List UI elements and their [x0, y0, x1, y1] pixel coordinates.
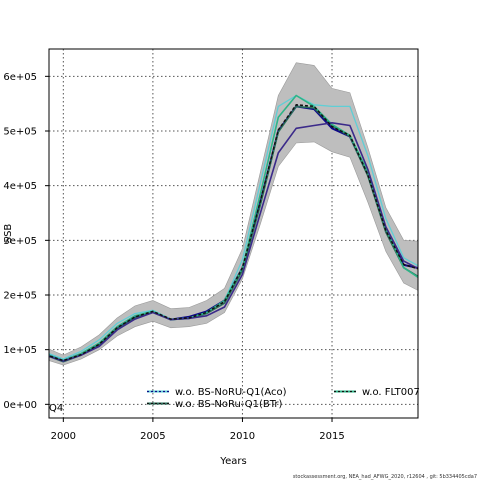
legend: Q4 w.o. BS-NoRU-Q1(Aco)w.o. BS-NoRu-Q1(BT… — [49, 387, 420, 414]
plot-frame — [48, 48, 419, 419]
y-tick-label: 4e+05 — [3, 181, 37, 192]
legend-entry-label: w.o. BS-NoRu-Q1(BTr) — [175, 399, 283, 410]
series-line-2 — [49, 105, 418, 363]
series-line-3 — [49, 94, 418, 362]
series-line-5 — [49, 104, 418, 362]
y-tick-label: 5e+05 — [3, 127, 37, 138]
series-line-1 — [49, 94, 418, 360]
confidence-band — [49, 62, 418, 366]
y-axis: 0e+00 1e+05 2e+05 3e+05 4e+05 5e+05 6e+05 — [3, 72, 49, 411]
legend-entry-label: w.o. BS-NoRU-Q1(Aco) — [175, 387, 287, 398]
legend-entry-label: w.o. FLT007 — [362, 387, 420, 398]
x-tick-label: 2010 — [230, 431, 255, 442]
series-line-4 — [49, 122, 418, 362]
y-tick-label: 3e+05 — [3, 236, 37, 247]
y-tick-label: 6e+05 — [3, 72, 37, 83]
y-tick-label: 1e+05 — [3, 345, 37, 356]
x-tick-label: 2005 — [140, 431, 165, 442]
legend-partial-label: Q4 — [49, 403, 63, 414]
grid-lines — [49, 49, 418, 418]
y-axis-title: SSB — [3, 224, 14, 244]
x-axis: 2000 2005 2010 2015 — [51, 418, 345, 442]
x-tick-label: 2000 — [51, 431, 76, 442]
y-tick-label: 2e+05 — [3, 291, 37, 302]
x-axis-title: Years — [219, 456, 246, 467]
footer-credit: stockassessment.org, NEA_had_AFWG_2020, … — [293, 474, 477, 480]
ci-band-area — [49, 62, 418, 366]
series-lines — [49, 94, 418, 363]
x-tick-label: 2015 — [319, 431, 344, 442]
y-tick-label: 0e+00 — [3, 400, 37, 411]
